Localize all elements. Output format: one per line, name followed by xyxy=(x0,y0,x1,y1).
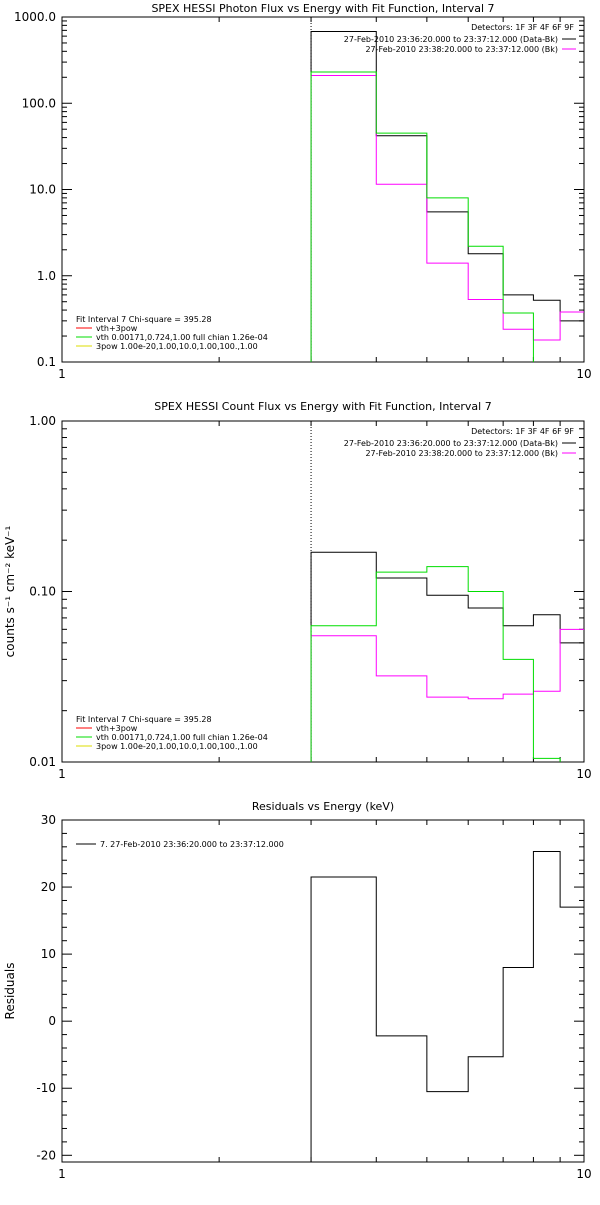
photon-series-group xyxy=(310,30,584,362)
photon-fit-legend-header: Fit Interval 7 Chi-square = 395.28 xyxy=(76,315,212,324)
resid-series-7 xyxy=(310,851,584,1162)
count-series-group xyxy=(310,551,584,762)
photon-fit-legend-entry: 3pow 1.00e-20,1.00,10.0,1.00,100.,1.00 xyxy=(96,342,258,351)
count-fit-legend-header: Fit Interval 7 Chi-square = 395.28 xyxy=(76,715,212,724)
photon-y-tick-label: 1.0 xyxy=(37,269,56,283)
count-x-tick-label: 10 xyxy=(576,767,591,781)
photon-series-data-bk xyxy=(310,30,584,362)
resid-y-tick-label: -20 xyxy=(36,1148,56,1162)
resid-y-axis-label: Residuals xyxy=(3,963,17,1020)
resid-series-group xyxy=(310,851,584,1162)
photon-y-tick-label: 1000.0 xyxy=(14,10,56,24)
count-y-tick-label: 1.00 xyxy=(29,414,56,428)
photon-series-bk xyxy=(310,74,584,362)
photon-x-tick-label: 1 xyxy=(58,367,66,381)
count-fit-legend-entry: 3pow 1.00e-20,1.00,10.0,1.00,100.,1.00 xyxy=(96,742,258,751)
resid-y-tick-label: 0 xyxy=(48,1014,56,1028)
photon-series-vth xyxy=(310,71,534,362)
photon-legend-entry: 27-Feb-2010 23:36:20.000 to 23:37:12.000… xyxy=(344,35,558,44)
count-fit-legend-entry: vth+3pow xyxy=(96,724,138,733)
count-y-axis-label: counts s⁻¹ cm⁻² keV⁻¹ xyxy=(3,525,17,657)
count-axes-frame xyxy=(61,420,585,763)
count-fit-legend-entry: vth 0.00171,0.724,1.00 full chian 1.26e-… xyxy=(96,733,268,742)
resid-y-tick-label: 10 xyxy=(41,947,56,961)
count-panel: SPEX HESSI Count Flux vs Energy with Fit… xyxy=(3,400,592,781)
resid-title: Residuals vs Energy (keV) xyxy=(252,800,394,813)
photon-y-tick-label: 100.0 xyxy=(22,96,56,110)
photon-fit-legend-entry: vth 0.00171,0.724,1.00 full chian 1.26e-… xyxy=(96,333,268,342)
photon-legend-entry: 27-Feb-2010 23:38:20.000 to 23:37:12.000… xyxy=(365,45,558,54)
count-detectors-label: Detectors: 1F 3F 4F 6F 9F xyxy=(471,427,574,436)
count-legend-entry: 27-Feb-2010 23:38:20.000 to 23:37:12.000… xyxy=(365,449,558,458)
photon-panel: SPEX HESSI Photon Flux vs Energy with Fi… xyxy=(14,2,592,381)
count-series-bk xyxy=(310,628,584,762)
photon-fit-legend-entry: vth+3pow xyxy=(96,324,138,333)
count-y-tick-label: 0.01 xyxy=(29,755,56,769)
count-y-tick-label: 0.10 xyxy=(29,585,56,599)
photon-y-tick-label: 0.1 xyxy=(37,355,56,369)
count-legend-entry: 27-Feb-2010 23:36:20.000 to 23:37:12.000… xyxy=(344,439,558,448)
photon-x-tick-label: 10 xyxy=(576,367,591,381)
resid-y-tick-label: 30 xyxy=(41,813,56,827)
count-title: SPEX HESSI Count Flux vs Energy with Fit… xyxy=(154,400,491,413)
photon-detectors-label: Detectors: 1F 3F 4F 6F 9F xyxy=(471,23,574,32)
resid-x-tick-label: 10 xyxy=(576,1167,591,1181)
photon-y-tick-label: 10.0 xyxy=(29,183,56,197)
photon-title: SPEX HESSI Photon Flux vs Energy with Fi… xyxy=(151,2,494,15)
resid-y-tick-label: -10 xyxy=(36,1081,56,1095)
resid-axes-frame xyxy=(61,819,585,1163)
count-series-vth xyxy=(310,566,561,762)
resid-y-tick-label: 20 xyxy=(41,880,56,894)
resid-panel: Residuals vs Energy (keV) 1 10 -20 -10 0 10 20 3… xyxy=(3,800,592,1181)
resid-x-tick-label: 1 xyxy=(58,1167,66,1181)
resid-legend-entry: 7. 27-Feb-2010 23:36:20.000 to 23:37:12.… xyxy=(100,840,284,849)
count-x-tick-label: 1 xyxy=(58,767,66,781)
count-series-data-bk xyxy=(310,551,584,762)
photon-axes-frame xyxy=(61,16,585,363)
